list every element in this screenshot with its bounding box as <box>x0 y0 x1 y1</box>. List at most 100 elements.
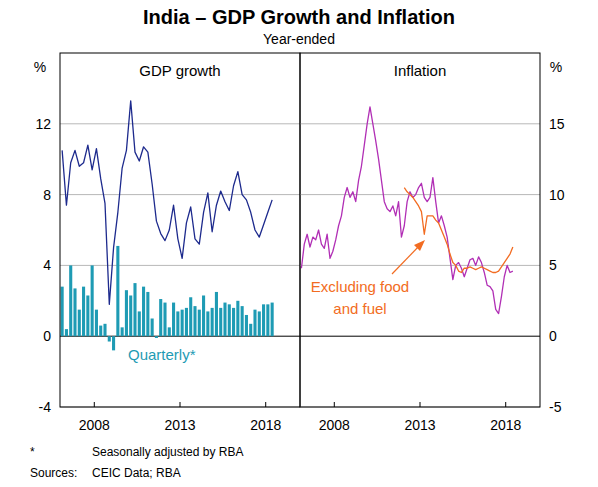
bar <box>215 292 218 336</box>
bar <box>223 303 226 337</box>
panel-title: Inflation <box>394 62 447 79</box>
bar <box>99 326 102 337</box>
bar <box>176 311 179 336</box>
title: India – GDP Growth and Inflation <box>143 6 455 28</box>
bar <box>193 306 196 336</box>
bar <box>211 308 214 336</box>
bar <box>78 310 81 337</box>
grid-line <box>300 265 540 266</box>
bar <box>258 311 261 336</box>
bar <box>95 310 98 337</box>
y-tick-label: 5 <box>549 257 557 273</box>
x-tick-label: 2018 <box>490 417 521 433</box>
bar <box>159 299 162 336</box>
bar <box>228 304 231 336</box>
bar <box>146 292 149 336</box>
x-tick-label: 2013 <box>164 417 195 433</box>
grid-line <box>60 265 300 266</box>
bar <box>155 336 158 338</box>
bar <box>249 324 252 336</box>
grid-line <box>60 194 300 195</box>
bar <box>185 308 188 336</box>
grid-line <box>300 123 540 124</box>
bar <box>245 315 248 336</box>
bar <box>241 306 244 336</box>
grid-line <box>300 194 540 195</box>
data-group <box>61 101 274 351</box>
x-tick-label: 2018 <box>250 417 281 433</box>
series-label: and fuel <box>333 300 386 317</box>
panel-title: GDP growth <box>139 62 220 79</box>
bar <box>206 311 209 336</box>
bar <box>236 301 239 336</box>
x-tick <box>505 402 506 407</box>
annotation-arrowhead <box>414 240 425 251</box>
x-tick-label: 2013 <box>404 417 435 433</box>
bar <box>121 327 124 336</box>
x-tick <box>180 402 181 407</box>
sources-label: Sources: <box>30 466 77 480</box>
x-tick <box>94 402 95 407</box>
y-tick-label: 10 <box>549 187 565 203</box>
bar <box>198 310 201 337</box>
series-line <box>62 101 272 305</box>
series-label: Excluding food <box>311 278 409 295</box>
bar <box>168 327 171 336</box>
y-tick-label: 0 <box>549 328 557 344</box>
bar <box>125 290 128 336</box>
footnote-mark: * <box>30 445 35 459</box>
y-tick-label: 15 <box>549 116 565 132</box>
bar <box>151 319 154 337</box>
bar <box>189 297 192 336</box>
zero-line <box>300 336 540 337</box>
y-tick-label: -4 <box>39 399 52 415</box>
bar <box>103 324 106 336</box>
bar <box>65 329 68 336</box>
bar <box>219 308 222 336</box>
bar <box>133 283 136 336</box>
y-tick-label: 0 <box>43 328 51 344</box>
bar <box>112 336 115 350</box>
series-line <box>301 107 512 314</box>
bar <box>91 265 94 336</box>
bar <box>172 303 175 337</box>
bar <box>142 287 145 337</box>
x-tick-label: 2008 <box>319 417 350 433</box>
y-tick-label: 12 <box>35 116 51 132</box>
y-tick-label: 8 <box>43 187 51 203</box>
sources: CEIC Data; RBA <box>92 466 181 480</box>
plot-frame <box>300 53 540 407</box>
panel: -5 0 5 10 15% Inflation 2008 2013 2018 Excluding … <box>300 53 565 433</box>
y-tick-label: 4 <box>43 257 51 273</box>
data-group <box>301 107 512 314</box>
plot-frame <box>60 53 300 407</box>
bar <box>129 295 132 336</box>
bar <box>181 310 184 337</box>
series-line <box>404 188 513 273</box>
background <box>0 0 598 487</box>
bar <box>202 295 205 336</box>
chart-figure: India – GDP Growth and Inflation Year-end… <box>0 0 598 487</box>
bar <box>232 308 235 336</box>
bar <box>116 246 119 336</box>
bar <box>86 295 89 336</box>
y-axis-unit: % <box>34 59 46 75</box>
bar <box>163 303 166 337</box>
y-tick-label: -5 <box>549 399 562 415</box>
subtitle: Year-ended <box>263 31 335 47</box>
bar <box>61 287 64 337</box>
x-tick-label: 2008 <box>79 417 110 433</box>
bar <box>73 288 76 336</box>
panel: -4 0 4 8 12% GDP growth 2008 2013 2018 Quarterly* <box>34 53 300 433</box>
bar <box>266 304 269 336</box>
bar <box>108 336 111 341</box>
series-label: Quarterly* <box>128 346 196 363</box>
bar <box>69 265 72 336</box>
x-tick <box>334 402 335 407</box>
bar <box>82 287 85 337</box>
bar <box>262 304 265 336</box>
x-tick <box>265 402 266 407</box>
grid-line <box>60 123 300 124</box>
y-axis-unit: % <box>550 59 562 75</box>
x-tick <box>420 402 421 407</box>
